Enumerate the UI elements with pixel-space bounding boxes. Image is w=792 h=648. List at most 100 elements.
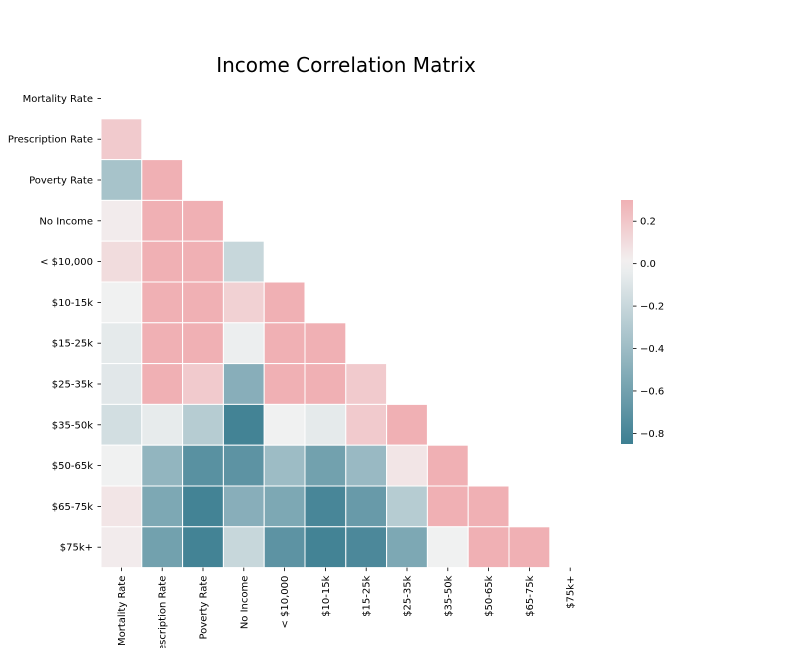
heatmap-cell [386,403,428,446]
heatmap-cell [141,444,184,487]
colorbar-tick-label: −0.6 [640,386,664,397]
y-tick-label: $10-15k [52,298,93,309]
y-tick-label: Poverty Rate [29,176,93,187]
heatmap-cell [426,444,469,487]
heatmap-cell [467,485,510,528]
heatmap-cell [508,526,551,569]
x-tick-label: $15-25k [362,575,373,616]
heatmap-cell [141,363,184,405]
x-tick-label: $10-15k [321,575,332,616]
heatmap-cell [345,363,388,405]
y-tick-label: $35-50k [52,420,93,431]
x-tick-label: Poverty Rate [199,576,210,640]
x-tick-label: $25-35k [403,575,414,616]
x-tick-label: Mortality Rate [117,576,128,646]
heatmap-cell [263,281,306,324]
colorbar-gradient [621,200,633,444]
y-tick-label: < $10,000 [40,257,93,268]
heatmap-cell [304,526,347,569]
heatmap-cell [100,240,143,283]
heatmap-cell [386,485,428,528]
y-tick-label: Prescription Rate [8,135,93,146]
heatmap-cell [304,485,347,528]
heatmap-cell [182,363,224,405]
heatmap-cell [100,444,143,487]
heatmap-cell [141,240,184,283]
x-tick-label: $65-75k [525,575,536,616]
heatmap-cell [141,526,184,569]
heatmap-cell [100,322,143,365]
heatmap-cell [386,444,428,487]
heatmap-cell [386,526,428,569]
colorbar-tick-label: −0.8 [640,429,664,440]
heatmap-cell [100,159,143,201]
heatmap-cell [304,363,347,405]
heatmap-cell [222,240,265,283]
x-tick-label: $50-65k [484,575,495,616]
heatmap-cell [141,281,184,324]
heatmap-cell [182,240,224,283]
heatmap-cell [304,403,347,446]
heatmap-cell [304,444,347,487]
y-tick-label: $15-25k [52,339,93,350]
x-tick-label: No Income [239,576,250,630]
heatmap-cell [141,403,184,446]
heatmap-cell [467,526,510,569]
x-tick-label: < $10,000 [280,576,291,629]
y-tick-label: Mortality Rate [23,94,93,105]
heatmap-cell [182,403,224,446]
heatmap-cell [426,485,469,528]
x-tick-labels: Mortality Rate Prescription Rate Poverty R… [117,567,577,648]
heatmap-cell [345,403,388,446]
colorbar-tick-label: 0.2 [640,217,656,228]
heatmap-cell [263,526,306,569]
heatmap-cell [100,485,143,528]
colorbar-tick-label: 0.0 [640,259,656,270]
heatmap-cell [345,485,388,528]
heatmap-cell [100,199,143,242]
x-tick-label: $75k+ [566,576,577,609]
heatmap-cell [141,199,184,242]
heatmap-cells [100,118,551,569]
heatmap-cell [100,403,143,446]
heatmap-cell [345,526,388,569]
heatmap-cell [141,322,184,365]
colorbar-tick-label: −0.4 [640,344,664,355]
heatmap-cell [182,526,224,569]
heatmap-cell [345,444,388,487]
heatmap-cell [182,485,224,528]
chart-title: Income Correlation Matrix [216,53,476,77]
x-tick-label: Prescription Rate [158,576,169,648]
colorbar-tick-label: −0.2 [640,302,664,313]
heatmap-cell [141,159,184,201]
y-tick-label: $25-35k [52,380,93,391]
heatmap-cell [263,444,306,487]
heatmap-cell [222,281,265,324]
heatmap-cell [222,363,265,405]
heatmap-cell [263,403,306,446]
heatmap-cell [182,322,224,365]
y-tick-label: $50-65k [52,461,93,472]
heatmap-cell [100,118,143,161]
heatmap-cell [304,322,347,365]
heatmap-cell [222,403,265,446]
heatmap-cell [100,281,143,324]
heatmap-cell [141,485,184,528]
heatmap-cell [100,526,143,569]
heatmap-cell [222,322,265,365]
heatmap-cell [100,363,143,405]
y-tick-label: $75k+ [60,543,93,554]
heatmap-cell [263,322,306,365]
y-tick-label: No Income [39,216,93,227]
heatmap-cell [222,444,265,487]
x-tick-label: $35-50k [443,575,454,616]
heatmap-cell [182,281,224,324]
colorbar: 0.2 0.0 −0.2 −0.4 −0.6 −0.8 [621,200,664,444]
heatmap-cell [426,526,469,569]
heatmap-cell [263,363,306,405]
heatmap-cell [182,444,224,487]
heatmap-cell [222,526,265,569]
heatmap-cell [222,485,265,528]
y-tick-labels: Mortality Rate Prescription Rate Poverty R… [8,94,101,554]
